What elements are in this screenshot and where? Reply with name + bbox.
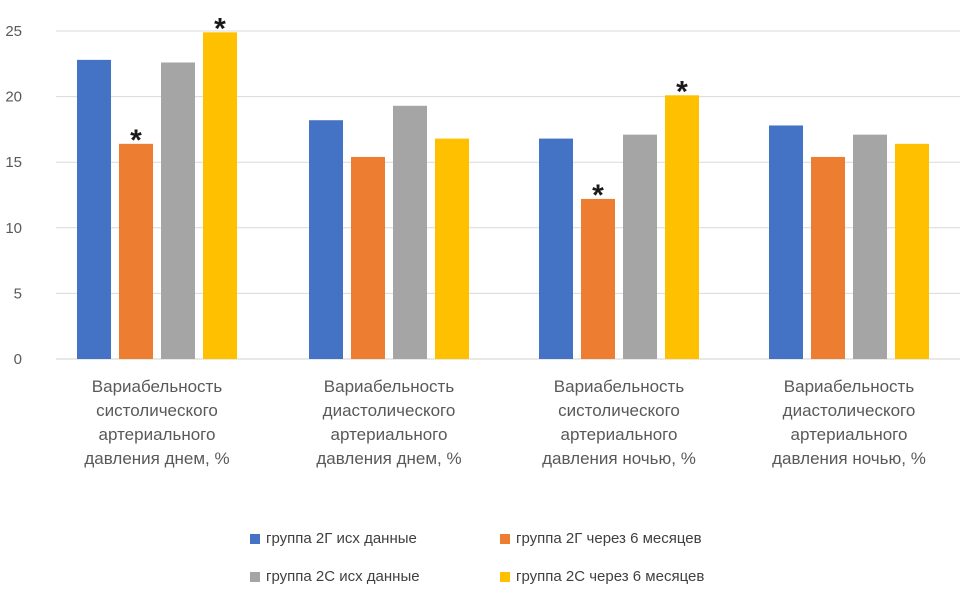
bar <box>393 105 427 359</box>
x-category-label-line: Вариабельность <box>92 377 223 396</box>
legend-label: группа 2Г через 6 месяцев <box>516 530 702 547</box>
bar <box>161 62 195 359</box>
significance-asterisk: * <box>214 12 226 45</box>
x-category-label-line: Вариабельность <box>784 377 915 396</box>
bar <box>811 156 845 359</box>
significance-asterisk: * <box>592 179 604 212</box>
bar <box>119 143 153 359</box>
legend-swatch <box>500 571 510 582</box>
bar <box>351 156 385 359</box>
bar <box>895 143 929 359</box>
bar <box>769 125 803 360</box>
x-category-label-line: Вариабельность <box>554 377 685 396</box>
bar <box>665 95 699 360</box>
y-tick-label: 10 <box>5 220 22 237</box>
legend-swatch <box>250 533 260 544</box>
x-category-label-line: давления ночью, % <box>772 449 926 468</box>
legend-item-2g-6months: группа 2Г через 6 месяцев <box>500 530 702 547</box>
bar <box>581 198 615 359</box>
y-tick-label: 25 <box>5 23 22 40</box>
legend-swatch <box>250 571 260 582</box>
x-category-label-line: систолического <box>96 401 218 420</box>
x-category-label-line: диастолического <box>783 401 916 420</box>
significance-asterisk: * <box>676 75 688 108</box>
significance-asterisk: * <box>130 124 142 157</box>
x-category-label-line: давления днем, % <box>84 449 229 468</box>
x-category-label-line: артериального <box>791 425 908 444</box>
bar <box>539 138 573 359</box>
legend-item-2g-baseline: группа 2Г исх данные <box>250 530 417 547</box>
bar <box>435 138 469 359</box>
legend-swatch <box>500 533 510 544</box>
x-category-label-line: артериального <box>99 425 216 444</box>
x-category-label-line: давления ночью, % <box>542 449 696 468</box>
legend-label: группа 2С через 6 месяцев <box>516 568 705 585</box>
x-category-label-line: систолического <box>558 401 680 420</box>
x-category-label-line: давления днем, % <box>316 449 461 468</box>
bar <box>203 32 237 359</box>
x-category-label-line: Вариабельность <box>324 377 455 396</box>
x-category-label-line: артериального <box>331 425 448 444</box>
legend-label: группа 2Г исх данные <box>266 530 417 547</box>
legend-label: группа 2С исх данные <box>266 568 420 585</box>
legend-item-2c-baseline: группа 2С исх данные <box>250 568 420 585</box>
bar <box>623 134 657 359</box>
bar <box>77 59 111 359</box>
bar <box>309 120 343 359</box>
y-tick-label: 15 <box>5 154 22 171</box>
y-tick-label: 0 <box>14 351 22 368</box>
bar <box>853 134 887 359</box>
y-tick-label: 20 <box>5 89 22 106</box>
x-category-label-line: диастолического <box>323 401 456 420</box>
x-category-label-line: артериального <box>561 425 678 444</box>
legend-item-2c-6months: группа 2С через 6 месяцев <box>500 568 704 585</box>
y-tick-label: 5 <box>14 285 22 302</box>
